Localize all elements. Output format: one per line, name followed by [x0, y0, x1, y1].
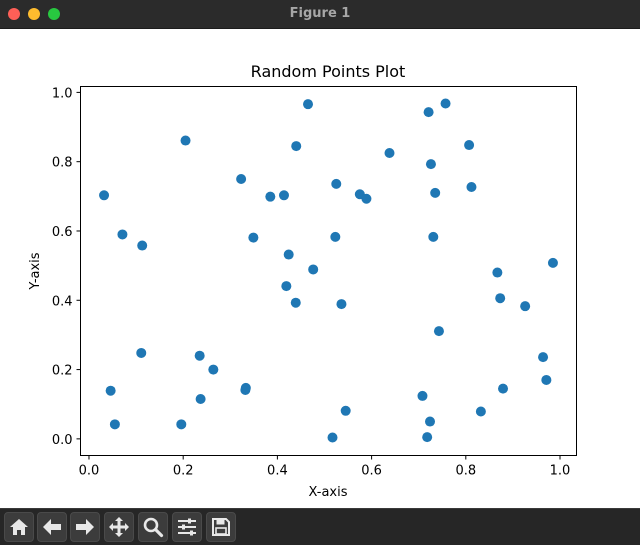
data-point	[547, 257, 558, 268]
x-tick-label: 0.8	[455, 464, 476, 479]
chart-title: Random Points Plot	[251, 62, 406, 81]
data-point	[290, 297, 301, 308]
data-points	[99, 98, 558, 443]
x-tick-label: 0.4	[267, 464, 288, 479]
data-point	[109, 419, 120, 430]
scatter-chart: 0.0 0.2 0.4 0.6 0.8 1.0 0.0 0.2 0.4 0.6 0.8 1.0 Ra…	[28, 62, 577, 500]
data-point	[541, 374, 552, 385]
forward-button[interactable]	[70, 512, 100, 542]
floppy-disk-icon	[212, 518, 230, 536]
x-tick-label: 0.6	[361, 464, 382, 479]
data-point	[136, 347, 147, 358]
data-point	[340, 405, 351, 416]
y-axis-label: Y-axis	[28, 252, 43, 290]
y-tick-label: 1.0	[52, 86, 73, 101]
data-point	[281, 281, 292, 292]
data-point	[99, 190, 110, 201]
data-point	[417, 390, 428, 401]
data-point	[308, 264, 319, 275]
data-point	[291, 141, 302, 152]
close-window-button[interactable]	[8, 8, 20, 20]
subplots-button[interactable]	[172, 512, 202, 542]
data-point	[384, 148, 395, 159]
data-point	[520, 301, 531, 312]
maximize-window-button[interactable]	[48, 8, 60, 20]
data-point	[117, 229, 128, 240]
data-point	[361, 193, 372, 204]
window-titlebar: Figure 1	[0, 0, 640, 29]
data-point	[303, 99, 314, 110]
data-point	[278, 190, 289, 201]
data-point	[433, 326, 444, 337]
data-point	[236, 174, 247, 185]
data-point	[423, 107, 434, 118]
data-point	[265, 191, 276, 202]
pan-button[interactable]	[104, 512, 134, 542]
data-point	[422, 432, 433, 443]
y-tick-label: 0.2	[52, 364, 73, 379]
data-point	[425, 416, 436, 427]
data-point	[538, 352, 549, 363]
data-point	[430, 187, 441, 198]
data-point	[248, 232, 259, 243]
arrow-left-icon	[43, 519, 61, 535]
sliders-icon	[178, 518, 196, 536]
data-point	[180, 135, 191, 146]
y-axis-ticks: 0.0 0.2 0.4 0.6 0.8 1.0	[52, 86, 81, 448]
data-point	[492, 267, 503, 278]
home-button[interactable]	[4, 512, 34, 542]
minimize-window-button[interactable]	[28, 8, 40, 20]
data-point	[330, 231, 341, 242]
window-title: Figure 1	[289, 6, 351, 21]
x-tick-label: 0.0	[79, 464, 100, 479]
data-point	[283, 249, 294, 260]
data-point	[137, 240, 148, 251]
data-point	[475, 406, 486, 417]
data-point	[195, 394, 206, 405]
save-button[interactable]	[206, 512, 236, 542]
figure-canvas: 0.0 0.2 0.4 0.6 0.8 1.0 0.0 0.2 0.4 0.6 0.8 1.0 Ra…	[0, 29, 640, 508]
data-point	[176, 419, 187, 430]
navigation-toolbar	[0, 508, 640, 545]
data-point	[466, 181, 477, 192]
back-button[interactable]	[37, 512, 67, 542]
data-point	[464, 140, 475, 151]
y-tick-label: 0.4	[52, 294, 73, 309]
data-point	[194, 350, 205, 361]
data-point	[428, 231, 439, 242]
y-tick-label: 0.0	[52, 433, 73, 448]
y-tick-label: 0.8	[52, 156, 73, 171]
data-point	[105, 385, 116, 396]
magnifier-icon	[143, 517, 164, 538]
data-point	[327, 432, 338, 443]
x-axis-label: X-axis	[309, 485, 348, 500]
x-tick-label: 0.2	[173, 464, 194, 479]
data-point	[240, 385, 251, 396]
data-point	[495, 293, 506, 304]
data-point	[336, 299, 347, 310]
arrow-right-icon	[76, 519, 94, 535]
data-point	[498, 383, 509, 394]
zoom-button[interactable]	[138, 512, 168, 542]
x-tick-label: 1.0	[550, 464, 571, 479]
data-point	[425, 159, 436, 170]
data-point	[208, 364, 219, 375]
move-icon	[109, 517, 129, 537]
home-icon	[10, 519, 28, 535]
x-axis-ticks: 0.0 0.2 0.4 0.6 0.8 1.0	[79, 455, 571, 479]
data-point	[331, 178, 342, 189]
y-tick-label: 0.6	[52, 225, 73, 240]
data-point	[440, 98, 451, 109]
